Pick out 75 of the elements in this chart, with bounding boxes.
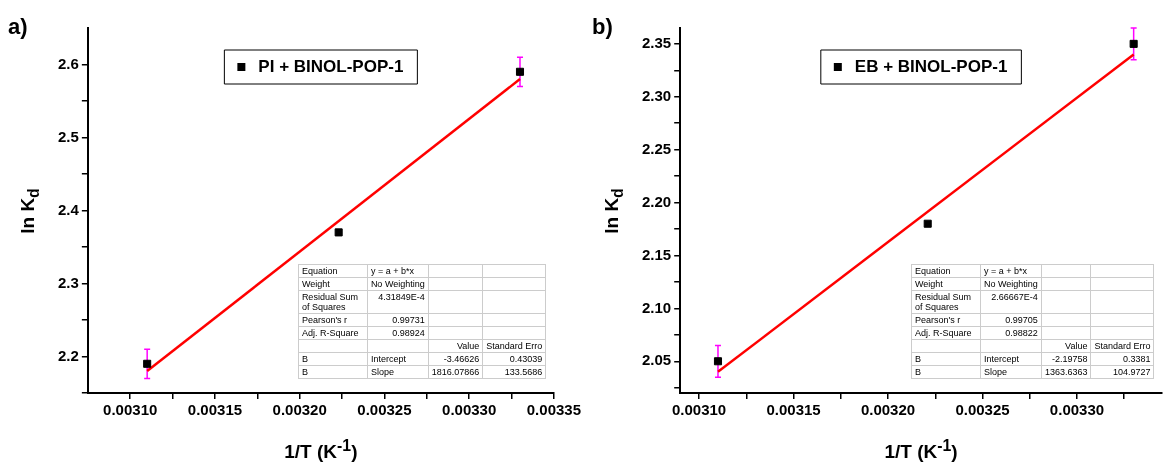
point bbox=[334, 228, 343, 237]
chart-title: a) bbox=[8, 14, 28, 40]
annotation: Intercept bbox=[980, 352, 1042, 366]
x-tick-label: 0.00325 bbox=[955, 401, 1010, 419]
annotation: Value bbox=[1041, 339, 1091, 353]
annotation: Weight bbox=[298, 277, 368, 291]
annotation: 104.9727 bbox=[1090, 365, 1154, 379]
annotation: -2.19758 bbox=[1041, 352, 1091, 366]
x-tick-label: 0.00330 bbox=[1049, 401, 1105, 419]
y-tick-label: 2.10 bbox=[641, 298, 672, 316]
x-tick-label: 0.00310 bbox=[103, 401, 158, 419]
annotation: Weight bbox=[911, 277, 981, 291]
annotation: Pearson's r bbox=[911, 313, 981, 327]
annotation: B bbox=[298, 352, 368, 366]
annotation: B bbox=[911, 352, 981, 366]
annotation: 0.99731 bbox=[367, 313, 429, 327]
x-axis-title: 1/T (K$^{-1}$) bbox=[284, 436, 358, 463]
annotation: -3.46626 bbox=[428, 352, 483, 366]
x-tick-label: 0.00315 bbox=[766, 401, 821, 419]
annotation: Standard Erro bbox=[1090, 339, 1154, 353]
y-tick-label: 2.30 bbox=[641, 86, 672, 104]
annotation: Adj. R-Square bbox=[911, 326, 981, 340]
x-tick-label: 0.00320 bbox=[272, 401, 327, 419]
y-tick-label: 2.20 bbox=[641, 192, 672, 210]
point bbox=[143, 359, 152, 368]
annotation: Intercept bbox=[367, 352, 429, 366]
annotation: 133.5686 bbox=[482, 365, 546, 379]
annotation: Residual Sum of Squares bbox=[298, 290, 368, 314]
annotation: B bbox=[298, 365, 368, 379]
annotation: Equation bbox=[911, 264, 981, 278]
y-tick-label: 2.4 bbox=[57, 200, 80, 218]
x-tick-label: 0.00320 bbox=[860, 401, 916, 419]
chart-title: b) bbox=[592, 14, 613, 40]
annotation: 0.98924 bbox=[367, 326, 429, 340]
annotation: Value bbox=[428, 339, 483, 353]
annotation: Standard Erro bbox=[482, 339, 546, 353]
y-tick-label: 2.35 bbox=[641, 34, 672, 52]
annotation: No Weighting bbox=[367, 277, 429, 291]
point bbox=[713, 357, 723, 366]
annotation: 4.31849E-4 bbox=[367, 290, 429, 314]
annotation: 2.66667E-4 bbox=[980, 290, 1042, 314]
point bbox=[1129, 39, 1138, 48]
y-tick-label: 2.6 bbox=[57, 54, 79, 72]
legend-label: PI + BINOL-POP-1 bbox=[258, 56, 404, 76]
y-tick-label: 2.05 bbox=[641, 351, 672, 369]
annotation: B bbox=[911, 365, 981, 379]
x-tick-label: 0.00315 bbox=[187, 401, 243, 419]
annotation: 0.43039 bbox=[482, 352, 546, 366]
annotation: Slope bbox=[980, 365, 1042, 379]
annotation: 1363.6363 bbox=[1041, 365, 1091, 379]
annotation: Equation bbox=[298, 264, 368, 278]
x-tick-label: 0.00310 bbox=[671, 401, 727, 419]
annotation: No Weighting bbox=[980, 277, 1042, 291]
x-tick-label: 0.00335 bbox=[526, 401, 582, 419]
point bbox=[515, 67, 525, 76]
x-axis-title: 1/T (K$^{-1}$) bbox=[884, 436, 958, 463]
point bbox=[923, 219, 932, 228]
annotation: Slope bbox=[367, 365, 429, 379]
y-tick-label: 2.3 bbox=[57, 273, 79, 291]
y-tick-label: 2.15 bbox=[641, 245, 672, 263]
annotation: y = a + b*x bbox=[980, 264, 1042, 278]
annotation: Residual Sum of Squares bbox=[911, 290, 981, 314]
annotation: 0.3381 bbox=[1090, 352, 1154, 366]
annotation: Pearson's r bbox=[298, 313, 368, 327]
annotation: 1816.07866 bbox=[428, 365, 483, 379]
annotation: Adj. R-Square bbox=[298, 326, 368, 340]
x-tick-label: 0.00330 bbox=[442, 401, 497, 419]
annotation: 0.98822 bbox=[980, 326, 1042, 340]
y-tick-label: 2.2 bbox=[57, 346, 79, 364]
y-tick-label: 2.5 bbox=[57, 127, 79, 145]
annotation: y = a + b*x bbox=[367, 264, 429, 278]
legend-label: EB + BINOL-POP-1 bbox=[854, 56, 1008, 76]
y-tick-label: 2.25 bbox=[641, 139, 672, 157]
annotation: 0.99705 bbox=[980, 313, 1042, 327]
x-tick-label: 0.00325 bbox=[357, 401, 412, 419]
